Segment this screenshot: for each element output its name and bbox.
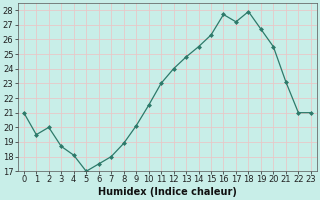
X-axis label: Humidex (Indice chaleur): Humidex (Indice chaleur) <box>98 187 237 197</box>
